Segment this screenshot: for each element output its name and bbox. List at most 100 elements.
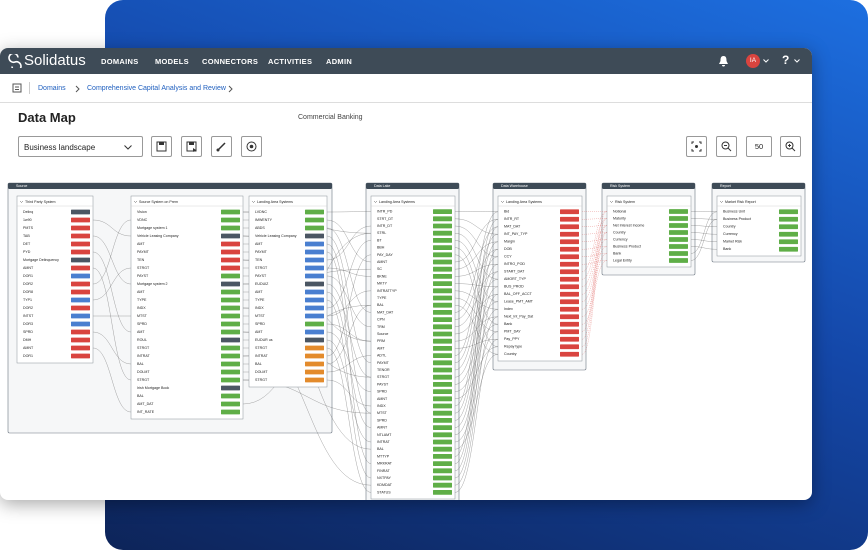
field-name[interactable]: AMT [137, 242, 145, 246]
nav-item[interactable]: MODELS [155, 57, 189, 66]
field-name[interactable]: INDX [137, 306, 146, 310]
field-name[interactable]: STRGT [137, 266, 150, 270]
field-name[interactable]: ADTL [377, 354, 386, 358]
field-name[interactable]: ROUL [137, 338, 147, 342]
field-name[interactable]: INTRAT [377, 440, 391, 444]
field-name[interactable]: MAT_DAT [377, 310, 394, 314]
field-name[interactable]: PAY_DAY [377, 253, 393, 257]
field-name[interactable]: Bank [723, 247, 731, 251]
field-name[interactable]: Business Product [723, 217, 751, 221]
field-name[interactable]: NXTPAY [377, 476, 391, 480]
field-name[interactable]: IMWENTY [255, 218, 273, 222]
field-name[interactable]: PAYST [255, 274, 267, 278]
breadcrumb[interactable]: Comprehensive Capital Analysis and Revie… [87, 85, 226, 92]
style-button[interactable] [211, 136, 232, 157]
field-name[interactable]: PMTS [23, 226, 34, 230]
field-name[interactable]: BT [377, 238, 382, 242]
field-name[interactable]: AMT [137, 330, 145, 334]
nav-item[interactable]: ACTIVITIES [268, 57, 313, 66]
field-name[interactable]: INTR_RT [504, 217, 520, 221]
field-name[interactable]: STRGT [255, 346, 268, 350]
field-name[interactable]: PMT_DAY [504, 330, 521, 334]
field-name[interactable]: TEN [137, 258, 145, 262]
field-name[interactable]: Maturity [613, 216, 626, 220]
field-name[interactable]: BBH [377, 246, 385, 250]
focus-button[interactable] [241, 136, 262, 157]
field-name[interactable]: AMT [255, 330, 263, 334]
field-name[interactable]: MAT_DAT [504, 225, 521, 229]
field-name[interactable]: INTR_PD [377, 210, 393, 214]
field-name[interactable]: FINRAT [377, 469, 391, 473]
field-name[interactable]: Business Unit [723, 210, 745, 214]
nav-item[interactable]: CONNECTORS [202, 57, 259, 66]
field-name[interactable]: CPN [377, 318, 385, 322]
field-name[interactable]: PAYMT [255, 250, 268, 254]
field-name[interactable]: Next_Int_Pay_Dat [504, 315, 533, 319]
field-name[interactable]: Margin [504, 240, 515, 244]
field-name[interactable]: BAL_OFF_ACCT [504, 292, 533, 296]
field-name[interactable]: Bid [504, 210, 509, 214]
field-name[interactable]: DOR8 [23, 290, 33, 294]
field-name[interactable]: TENOR [377, 368, 390, 372]
field-name[interactable]: MKTY [377, 282, 388, 286]
field-name[interactable]: AMNT [23, 266, 34, 270]
landscape-dropdown[interactable]: Business landscape [18, 136, 143, 157]
field-name[interactable]: SC [377, 267, 382, 271]
field-name[interactable]: INTR_DT [377, 224, 393, 228]
help[interactable]: ? [782, 53, 790, 67]
field-name[interactable]: TYPE [377, 296, 387, 300]
field-name[interactable]: TYPE [255, 298, 265, 302]
field-name[interactable]: KDMDAT [377, 483, 393, 487]
field-name[interactable]: Repay type [504, 345, 522, 349]
field-name[interactable]: Mortgage system 2 [137, 282, 168, 286]
field-name[interactable]: BKNE [377, 274, 387, 278]
field-name[interactable]: PAYST [137, 274, 149, 278]
field-name[interactable]: Irish Mortgage Book [137, 386, 169, 390]
field-name[interactable]: Bank [504, 322, 512, 326]
bell-icon[interactable] [718, 55, 729, 67]
field-name[interactable]: BAL [137, 394, 144, 398]
fit-button[interactable] [686, 136, 707, 157]
field-name[interactable]: STRGT [255, 266, 268, 270]
field-name[interactable]: SPRD [255, 322, 265, 326]
field-name[interactable]: EUDUR us [255, 338, 273, 342]
field-name[interactable]: Delinq [23, 210, 33, 214]
field-name[interactable]: AMT [255, 290, 263, 294]
field-name[interactable]: AMT [255, 242, 263, 246]
field-name[interactable]: EUDUIZ [255, 282, 269, 286]
field-name[interactable]: CCY [504, 255, 512, 259]
field-name[interactable]: Vision [137, 210, 147, 214]
domain-icon[interactable] [12, 83, 23, 94]
field-name[interactable]: DMH [23, 338, 32, 342]
field-name[interactable]: Country [723, 225, 736, 229]
field-name[interactable]: INTRATTYP [377, 289, 397, 293]
field-name[interactable]: Currency [613, 237, 628, 241]
field-name[interactable]: Legal Entity [613, 258, 632, 262]
field-name[interactable]: LVDNC [255, 210, 267, 214]
field-name[interactable]: Currency [723, 232, 738, 236]
field-name[interactable]: PRM [377, 339, 385, 343]
field-name[interactable]: SPRD [377, 418, 387, 422]
field-name[interactable]: Source [377, 332, 388, 336]
field-name[interactable]: AMORT_TYP [504, 277, 527, 281]
field-name[interactable]: MTST [137, 314, 148, 318]
save-button[interactable] [151, 136, 172, 157]
field-name[interactable]: STRL [377, 231, 386, 235]
field-name[interactable]: INTRAT [137, 354, 151, 358]
field-name[interactable]: BAL [377, 303, 384, 307]
field-name[interactable]: AMT_DAT [137, 402, 154, 406]
save-as-button[interactable] [181, 136, 202, 157]
field-name[interactable]: VDNC [137, 218, 148, 222]
zoom-in-button[interactable] [780, 136, 801, 157]
field-name[interactable]: Vehicle Leasing Company [255, 234, 297, 238]
field-name[interactable]: AMT [377, 346, 385, 350]
field-name[interactable]: PYD [23, 250, 31, 254]
field-name[interactable]: DOLMT [255, 370, 268, 374]
field-name[interactable]: INTST [23, 314, 34, 318]
breadcrumb[interactable]: Domains [38, 85, 66, 92]
field-name[interactable]: AMNT [377, 397, 388, 401]
field-name[interactable]: AMT [137, 290, 145, 294]
field-name[interactable]: TYP1 [23, 298, 32, 302]
field-name[interactable]: PAYMT [137, 250, 150, 254]
brand[interactable]: Solidatus [24, 52, 86, 69]
